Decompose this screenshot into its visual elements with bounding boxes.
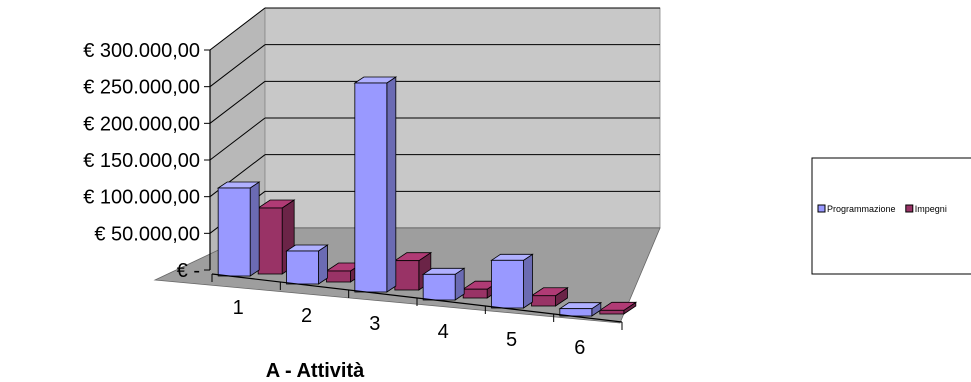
bar-front: [257, 207, 283, 275]
y-tick-label: € 300.000,00: [83, 40, 200, 62]
bar-side: [318, 244, 328, 285]
legend-label: Impegni: [915, 204, 947, 214]
x-axis-title: A - Attività: [266, 360, 365, 382]
gridline: [209, 117, 266, 161]
y-axis: € - € 50.000,00 € 100.000,00 € 150.000,00 € …: [83, 40, 211, 282]
y-tick-label: € 150.000,00: [83, 150, 200, 172]
y-tick-label: € 200.000,00: [83, 113, 200, 135]
bar-programmazione: [421, 267, 466, 301]
bar-front: [217, 187, 251, 277]
x-tick-label: 5: [506, 329, 517, 351]
y-tick-label: € 250.000,00: [83, 77, 200, 99]
x-tick-label: 2: [301, 305, 312, 327]
y-tick-label: € -: [177, 260, 200, 282]
bar-impegni: [598, 301, 638, 315]
bar-front: [354, 82, 388, 293]
x-tick-label: 4: [438, 321, 449, 343]
bar-programmazione: [558, 301, 603, 317]
legend-swatch: [905, 204, 914, 213]
gridline: [209, 80, 266, 124]
gridline: [209, 44, 266, 88]
y-tick-label: € 50.000,00: [94, 223, 200, 245]
x-tick-label: 6: [574, 337, 585, 359]
bar-front: [394, 260, 420, 291]
bar-impegni: [530, 286, 569, 307]
bar-programmazione: [353, 76, 398, 293]
bar-side: [386, 76, 397, 293]
x-axis: 1 2 3 4 5 6: [211, 273, 623, 359]
y-tick-label: € 100.000,00: [83, 187, 200, 209]
bar-programmazione: [490, 253, 534, 309]
bar-front: [286, 250, 319, 285]
bar-impegni: [393, 251, 433, 291]
bar-front: [531, 295, 556, 307]
bar-front: [326, 270, 351, 283]
legend: Programmazione Impegni: [811, 157, 971, 275]
bar-impegni: [256, 199, 296, 275]
legend-swatch: [817, 204, 826, 213]
bar-programmazione: [285, 244, 329, 285]
bar-side: [523, 253, 533, 309]
x-tick-label: 1: [233, 297, 244, 319]
x-tick-label: 3: [369, 313, 380, 335]
gridline: [209, 7, 266, 51]
bar-front: [491, 259, 524, 309]
legend-label: Programmazione: [827, 204, 896, 214]
legend-box: [811, 157, 971, 275]
bar-front: [422, 273, 456, 301]
bar-side: [249, 181, 260, 277]
bar-front: [462, 288, 488, 299]
bar-front: [599, 309, 625, 315]
bar-programmazione: [216, 181, 261, 277]
